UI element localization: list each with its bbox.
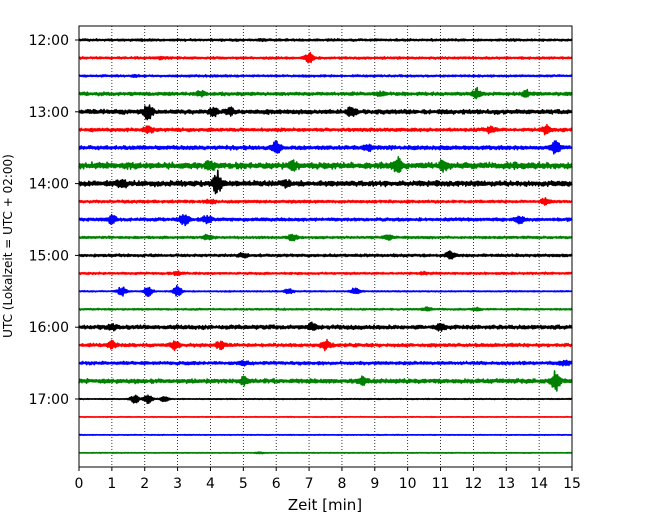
x-tick-label: 10 xyxy=(399,476,417,492)
y-tick-label: 13:00 xyxy=(29,105,69,121)
y-axis-label: UTC (Lokalzeit = UTC + 02:00) xyxy=(1,154,15,338)
y-tick-label: 16:00 xyxy=(29,320,69,336)
trace-line xyxy=(78,196,573,206)
x-tick-label: 8 xyxy=(337,476,346,492)
x-tick-label: 5 xyxy=(239,476,248,492)
trace-line xyxy=(78,73,573,78)
trace-line xyxy=(78,51,573,64)
x-tick-label: 11 xyxy=(432,476,450,492)
y-tick-label: 12:00 xyxy=(29,33,69,49)
x-tick-label: 1 xyxy=(107,476,116,492)
x-tick-label: 3 xyxy=(173,476,182,492)
x-tick-label: 4 xyxy=(206,476,215,492)
trace-line xyxy=(78,104,573,121)
trace-line xyxy=(78,338,573,352)
x-tick-label: 6 xyxy=(272,476,281,492)
x-axis-ticks: 0 1 2 3 4 5 6 7 8 9 10 11 12 13 14 15 xyxy=(75,467,581,492)
trace-line xyxy=(78,37,573,43)
plot-frame xyxy=(78,25,573,468)
trace-line xyxy=(78,415,573,419)
x-tick-label: 15 xyxy=(563,476,581,492)
trace-line xyxy=(78,123,573,136)
trace-line xyxy=(78,270,573,277)
x-tick-label: 7 xyxy=(305,476,314,492)
x-tick-label: 0 xyxy=(75,476,84,492)
trace-line xyxy=(78,433,573,437)
trace-line xyxy=(78,169,573,195)
trace-line xyxy=(78,370,573,392)
x-tick-label: 14 xyxy=(530,476,548,492)
trace-line xyxy=(78,140,573,155)
trace-line xyxy=(78,394,573,405)
x-tick-label: 2 xyxy=(140,476,149,492)
trace-line xyxy=(78,451,573,455)
y-tick-label: 15:00 xyxy=(29,248,69,264)
y-axis-ticks: 12:00 13:00 14:00 15:00 16:00 17:00 xyxy=(29,33,79,408)
trace-line xyxy=(78,233,573,242)
y-tick-label: 17:00 xyxy=(29,392,69,408)
trace-line xyxy=(78,284,573,298)
waveform-traces xyxy=(78,37,573,455)
y-tick-label: 14:00 xyxy=(29,177,69,193)
trace-line xyxy=(78,359,573,367)
trace-line xyxy=(78,155,573,174)
trace-line xyxy=(78,250,573,260)
x-tick-label: 9 xyxy=(370,476,379,492)
trace-line xyxy=(78,213,573,227)
x-tick-label: 12 xyxy=(464,476,482,492)
x-tick-label: 13 xyxy=(497,476,515,492)
trace-line xyxy=(78,321,573,332)
x-axis-label: Zeit [min] xyxy=(288,496,362,514)
trace-line xyxy=(78,306,573,312)
trace-line xyxy=(78,86,573,100)
